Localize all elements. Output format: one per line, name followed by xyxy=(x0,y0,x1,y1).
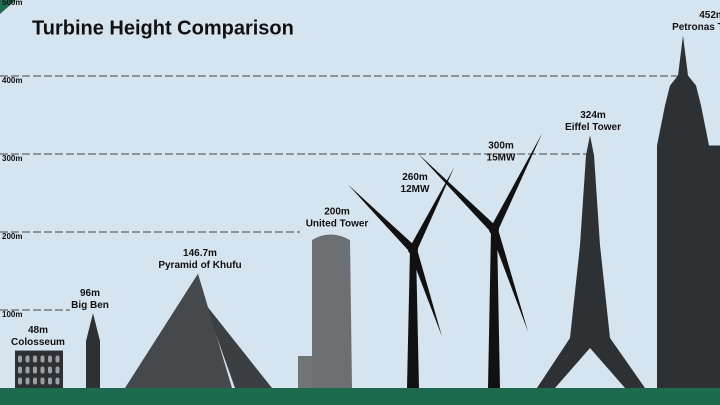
turbine-tower xyxy=(488,229,500,388)
y-tick-label: 300m xyxy=(2,154,22,163)
arch xyxy=(18,355,22,363)
eiffel-tower xyxy=(537,135,645,388)
arch xyxy=(55,377,60,385)
value-label: 260m xyxy=(402,172,428,183)
turbine-blade xyxy=(347,184,416,253)
category-label: Pyramid of Khufu xyxy=(158,260,241,271)
value-label: 200m xyxy=(324,207,350,218)
pyramid-shadow xyxy=(205,303,272,388)
turbine-blade xyxy=(490,228,529,333)
arch xyxy=(25,377,30,385)
united-tower xyxy=(312,234,352,388)
colosseum-body xyxy=(15,350,63,388)
arch xyxy=(48,377,52,385)
arch xyxy=(40,366,45,374)
value-label: 324m xyxy=(580,110,606,121)
arch xyxy=(48,366,52,374)
chart-title: Turbine Height Comparison xyxy=(32,17,294,39)
pyramid xyxy=(125,273,232,388)
arch xyxy=(25,355,30,363)
category-label: Eiffel Tower xyxy=(565,122,621,133)
arch xyxy=(33,366,37,374)
petronas-towers xyxy=(657,35,720,388)
category-label: Colosseum xyxy=(11,337,65,348)
value-label: 452m xyxy=(699,10,720,21)
turbine-tower xyxy=(407,249,419,388)
arch xyxy=(40,377,45,385)
value-label: 48m xyxy=(28,325,48,336)
category-label: Petronas Towers xyxy=(672,22,720,33)
wind-turbine xyxy=(417,133,543,388)
ground xyxy=(0,388,720,405)
arch xyxy=(40,355,45,363)
turbine-blade xyxy=(409,248,443,337)
colosseum xyxy=(15,350,63,388)
arch xyxy=(33,377,37,385)
corner-decoration xyxy=(0,0,16,14)
arch xyxy=(48,355,52,363)
capacity-label: 12MW xyxy=(401,184,430,195)
big-ben xyxy=(86,313,100,388)
arch xyxy=(18,366,22,374)
category-label: Big Ben xyxy=(71,300,109,311)
value-label: 96m xyxy=(80,288,100,299)
arch xyxy=(33,355,37,363)
wind-turbine xyxy=(347,167,455,388)
value-label: 300m xyxy=(488,141,514,152)
category-label: United Tower xyxy=(306,219,369,230)
y-tick-label: 200m xyxy=(2,232,22,241)
y-tick-label: 100m xyxy=(2,310,22,319)
turbine-blade xyxy=(409,167,455,252)
capacity-label: 15MW xyxy=(487,153,516,164)
arch xyxy=(55,366,60,374)
turbine-blade xyxy=(490,133,543,232)
turbine-blade xyxy=(417,153,497,233)
arch xyxy=(25,366,30,374)
arch xyxy=(18,377,22,385)
arch xyxy=(55,355,60,363)
y-tick-label: 400m xyxy=(2,76,22,85)
value-label: 146.7m xyxy=(183,248,217,259)
turbine-hub xyxy=(489,224,499,235)
turbine-hub xyxy=(408,244,418,255)
y-tick-label: 500m xyxy=(2,0,22,7)
